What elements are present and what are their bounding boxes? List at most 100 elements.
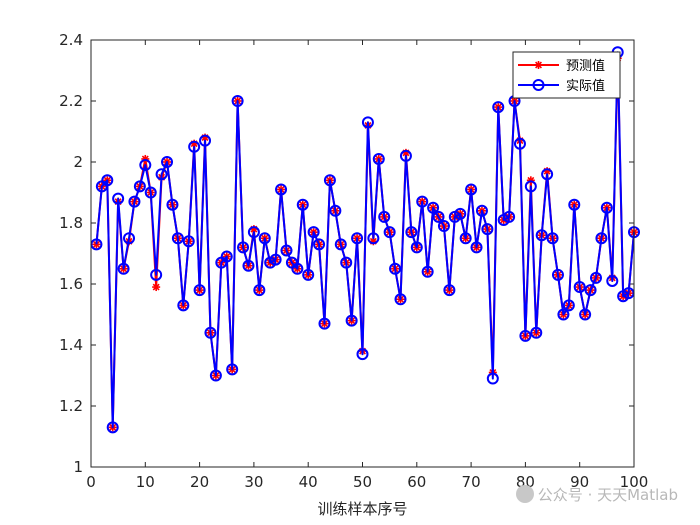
data-point	[410, 241, 423, 254]
y-tick-label: 1.4	[59, 336, 83, 354]
data-point	[372, 152, 385, 165]
data-point	[443, 284, 456, 297]
plot-area	[91, 40, 634, 467]
data-point	[144, 186, 157, 199]
data-point	[486, 372, 499, 385]
x-tick-label: 70	[462, 473, 481, 491]
legend-label: 实际值	[566, 78, 605, 94]
data-point	[475, 204, 488, 217]
data-point	[600, 201, 613, 214]
data-point	[112, 192, 125, 205]
data-point	[188, 140, 201, 153]
data-point	[399, 149, 412, 162]
data-point	[432, 210, 445, 223]
data-point	[291, 262, 304, 275]
x-tick-label: 60	[407, 473, 426, 491]
data-point	[378, 210, 391, 223]
data-point	[323, 174, 336, 187]
data-point	[253, 284, 266, 297]
data-point	[220, 250, 233, 263]
data-point	[416, 195, 429, 208]
data-point	[237, 241, 250, 254]
data-point	[226, 363, 239, 376]
series-layer	[90, 46, 640, 434]
x-tick-label: 30	[244, 473, 263, 491]
data-point	[177, 299, 190, 312]
data-point	[356, 348, 369, 361]
data-point	[161, 156, 174, 168]
data-point	[557, 308, 570, 321]
data-point	[606, 274, 619, 287]
data-point	[546, 232, 559, 245]
data-point	[302, 268, 315, 281]
data-point	[193, 284, 206, 297]
y-tick-label: 1.2	[59, 397, 83, 415]
data-point	[166, 198, 179, 211]
x-tick-label: 40	[299, 473, 318, 491]
data-point	[318, 317, 331, 330]
axes-box	[90, 39, 635, 468]
y-tick-label: 1.6	[59, 275, 83, 293]
data-point	[123, 232, 136, 245]
wechat-icon	[515, 485, 534, 503]
y-tick-labels: 1 1.2 1.4 1.6 1.8 2 2.2 2.4	[59, 31, 83, 476]
y-tick-label: 2.2	[59, 92, 83, 110]
data-point	[568, 198, 581, 211]
y-tick-label: 1.8	[59, 214, 83, 232]
data-point	[242, 259, 255, 272]
x-tick-label: 90	[570, 473, 589, 491]
data-point	[209, 369, 222, 382]
data-point	[481, 223, 494, 236]
data-point	[133, 180, 146, 193]
data-point	[503, 210, 516, 223]
series-actual	[90, 46, 640, 434]
data-point	[152, 283, 161, 292]
data-point	[269, 253, 282, 266]
data-point	[437, 220, 450, 233]
data-point	[313, 238, 326, 251]
data-point	[106, 421, 119, 434]
legend-entry: 实际值	[518, 78, 605, 94]
legend-entry: 预测值	[518, 58, 605, 74]
data-point	[394, 293, 407, 306]
x-tick-label: 100	[620, 473, 649, 491]
data-point	[182, 235, 195, 248]
data-point	[427, 201, 440, 214]
x-tick-label: 50	[353, 473, 372, 491]
data-point	[307, 226, 320, 239]
y-tick-label: 2.4	[59, 31, 83, 49]
data-point	[155, 168, 168, 181]
data-point	[595, 232, 608, 245]
data-point	[296, 198, 309, 211]
data-point	[128, 195, 141, 208]
data-point	[351, 232, 364, 245]
data-point	[367, 232, 380, 245]
data-point	[524, 180, 537, 193]
x-tick-label: 0	[86, 473, 96, 491]
data-point	[405, 226, 418, 239]
data-point	[247, 226, 260, 239]
y-tick-label: 2	[73, 153, 83, 171]
data-point	[329, 204, 342, 217]
data-point	[584, 284, 597, 297]
legend-label: 预测值	[566, 58, 605, 74]
data-point	[535, 229, 548, 242]
data-point	[459, 232, 472, 245]
legend-marker	[532, 79, 545, 91]
watermark-text: 公众号 · 天天Matlab	[537, 486, 678, 504]
legend-marker	[534, 61, 543, 69]
data-point	[150, 268, 163, 281]
x-tick-labels: 0 10 20 30 40 50 60 70 80 90 100	[86, 473, 648, 491]
data-point	[573, 281, 586, 294]
data-point	[562, 299, 575, 312]
data-point	[280, 244, 293, 257]
data-point	[421, 265, 434, 278]
series-line	[95, 51, 635, 429]
data-point	[275, 183, 288, 196]
x-axis-label: 训练样本序号	[317, 500, 407, 518]
data-point	[345, 314, 358, 327]
data-point	[383, 226, 396, 239]
data-point	[513, 137, 526, 150]
data-point	[465, 183, 478, 196]
data-point	[579, 308, 592, 321]
